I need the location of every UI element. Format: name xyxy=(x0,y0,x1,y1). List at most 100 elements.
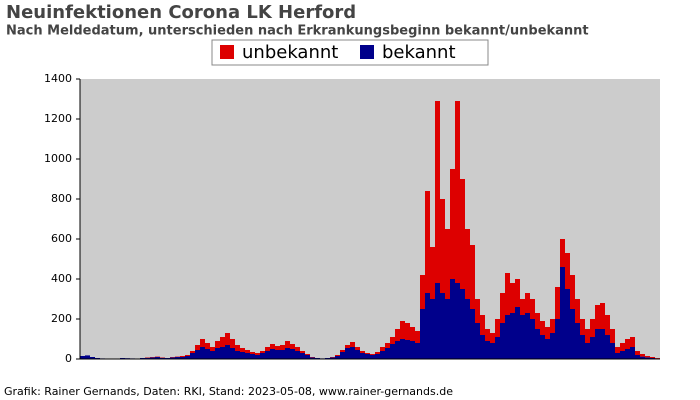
bar-segment xyxy=(635,351,640,355)
bar-segment xyxy=(370,354,375,355)
bar-segment xyxy=(495,337,500,359)
bar-segment xyxy=(625,349,630,359)
bar-segment xyxy=(195,345,200,350)
bar-segment xyxy=(465,229,470,299)
bar-segment xyxy=(615,347,620,353)
bar-segment xyxy=(515,279,520,307)
bar-segment xyxy=(365,354,370,359)
bar-segment xyxy=(330,357,335,359)
bar-segment xyxy=(550,333,555,359)
bar-segment xyxy=(505,273,510,315)
bar-segment xyxy=(480,315,485,335)
legend-box xyxy=(211,39,489,66)
bar-segment xyxy=(90,357,95,359)
bar-segment xyxy=(345,345,350,348)
bar-segment xyxy=(305,355,310,359)
bar-segment xyxy=(600,303,605,329)
bar-segment xyxy=(195,350,200,359)
legend-swatch xyxy=(360,45,374,59)
bar-segment xyxy=(380,347,385,351)
y-tick-label: 800 xyxy=(51,192,72,205)
bar-segment xyxy=(485,329,490,341)
bar-segment xyxy=(395,329,400,341)
bar-segment xyxy=(430,299,435,359)
bar-segment xyxy=(500,323,505,359)
bar-segment xyxy=(600,329,605,359)
bar-segment xyxy=(535,329,540,359)
bar-segment xyxy=(215,341,220,348)
bar-segment xyxy=(180,356,185,357)
bar-segment xyxy=(220,347,225,359)
chart-subtitle: Nach Meldedatum, unterschieden nach Erkr… xyxy=(6,24,589,39)
bar-segment xyxy=(445,299,450,359)
bar-segment xyxy=(490,343,495,359)
bar-segment xyxy=(240,348,245,352)
bar-segment xyxy=(250,352,255,354)
bar-segment xyxy=(385,348,390,359)
bar-segment xyxy=(180,357,185,359)
bar-segment xyxy=(420,309,425,359)
bar-segment xyxy=(505,315,510,359)
bar-segment xyxy=(145,357,150,359)
bar-segment xyxy=(405,323,410,340)
bar-segment xyxy=(360,351,365,353)
bar-segment xyxy=(560,267,565,359)
bar-segment xyxy=(625,339,630,349)
bar-segment xyxy=(200,339,205,347)
bar-segment xyxy=(435,101,440,283)
bar-segment xyxy=(245,353,250,359)
bar-segment xyxy=(450,279,455,359)
bar-segment xyxy=(575,299,580,323)
bar-segment xyxy=(460,289,465,359)
bar-segment xyxy=(150,357,155,359)
bar-segment xyxy=(445,229,450,299)
bar-segment xyxy=(310,357,315,359)
bar-segment xyxy=(470,245,475,309)
bar-segment xyxy=(530,299,535,319)
bar-segment xyxy=(560,239,565,267)
bar-segment xyxy=(190,353,195,359)
bar-segment xyxy=(530,319,535,359)
bar-segment xyxy=(170,357,175,359)
bar-segment xyxy=(360,353,365,359)
bar-segment xyxy=(375,354,380,359)
bar-segment xyxy=(225,333,230,345)
bar-segment xyxy=(270,349,275,359)
bar-segment xyxy=(510,283,515,313)
bar-segment xyxy=(80,356,85,359)
bar-segment xyxy=(200,347,205,359)
bar-segment xyxy=(240,352,245,359)
bar-segment xyxy=(355,350,360,359)
bar-segment xyxy=(400,339,405,359)
bar-segment xyxy=(345,348,350,359)
bar-segment xyxy=(380,351,385,359)
bar-segment xyxy=(265,347,270,351)
bar-segment xyxy=(350,347,355,359)
bar-segment xyxy=(210,347,215,351)
bar-segment xyxy=(485,341,490,359)
y-tick-label: 400 xyxy=(51,272,72,285)
bar-segment xyxy=(155,357,160,359)
bar-segment xyxy=(550,319,555,333)
bar-segment xyxy=(285,341,290,348)
bar-segment xyxy=(455,283,460,359)
bar-segment xyxy=(525,293,530,313)
bar-segment xyxy=(630,347,635,359)
bar-segment xyxy=(405,340,410,359)
bar-segment xyxy=(645,356,650,358)
bar-segment xyxy=(555,319,560,359)
bar-segment xyxy=(540,321,545,335)
bar-segment xyxy=(480,335,485,359)
bar-segment xyxy=(415,331,420,343)
bar-segment xyxy=(470,309,475,359)
bar-segment xyxy=(630,337,635,347)
bar-segment xyxy=(440,293,445,359)
bar-segment xyxy=(305,354,310,355)
legend-swatch xyxy=(220,45,234,59)
bar-segment xyxy=(565,289,570,359)
bar-segment xyxy=(455,101,460,283)
bar-segment xyxy=(535,313,540,329)
bar-segment xyxy=(545,339,550,359)
bar-segment xyxy=(300,353,305,359)
